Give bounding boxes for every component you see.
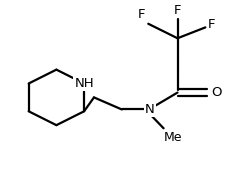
Text: Me: Me [164,131,182,144]
Text: F: F [138,8,145,21]
Text: F: F [174,4,181,16]
Text: O: O [211,86,222,99]
Text: N: N [145,103,154,116]
Text: F: F [208,18,216,31]
Text: NH: NH [74,77,94,90]
